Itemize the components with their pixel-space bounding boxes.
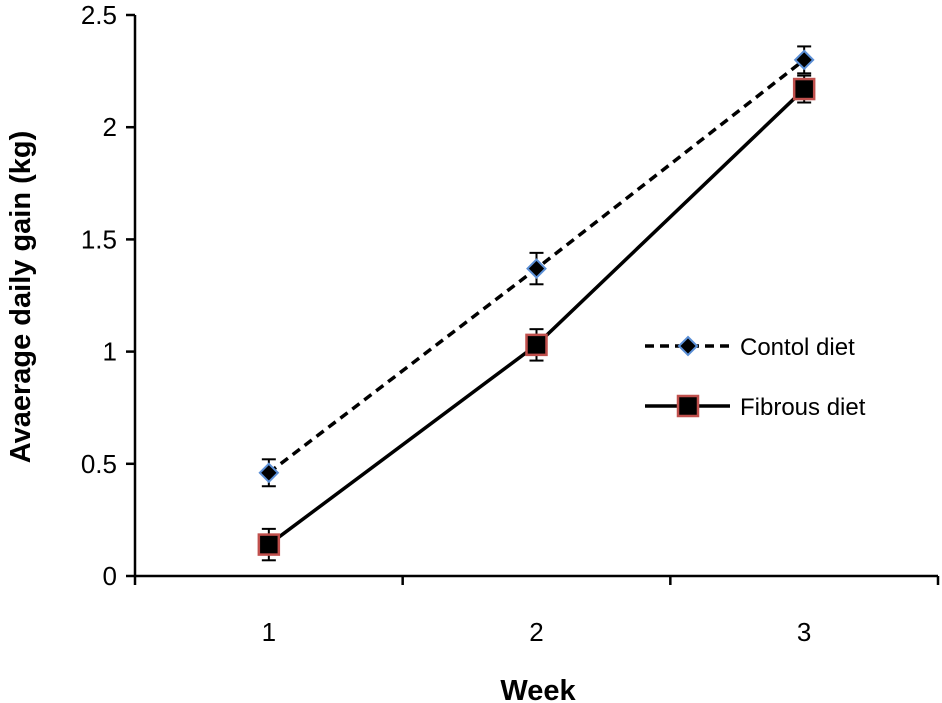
legend-label: Contol diet (740, 334, 855, 361)
x-tick-label: 2 (529, 617, 543, 647)
axes (133, 15, 938, 578)
data-point (793, 49, 815, 71)
legend-marker (676, 394, 700, 418)
data-point (526, 258, 547, 279)
y-tick-label: 2.5 (81, 0, 117, 30)
series-1 (258, 45, 815, 488)
legend: Contol diet Fibrous diet (645, 334, 866, 421)
x-axis-title: Week (500, 675, 576, 703)
y-tick-label: 1 (103, 337, 117, 367)
legend-item: Contol diet (645, 334, 855, 361)
data-point (792, 77, 816, 101)
y-axis-ticks: 0 0.5 1 1.5 2 2.5 (81, 0, 135, 591)
y-tick-label: 1.5 (81, 224, 117, 254)
legend-label: Fibrous diet (740, 394, 866, 421)
y-axis-title: Avaerage daily gain (kg) (5, 131, 37, 464)
x-tick-label: 3 (797, 617, 811, 647)
legend-item: Fibrous diet (645, 394, 866, 421)
x-tick-label: 1 (262, 617, 276, 647)
series-line (267, 87, 806, 546)
series-2 (257, 74, 816, 562)
y-tick-label: 0 (103, 561, 117, 591)
legend-marker (677, 335, 699, 357)
data-point (258, 462, 280, 484)
data-point (525, 333, 548, 357)
y-tick-label: 0.5 (81, 449, 117, 479)
data-point (257, 533, 281, 556)
series-layer (257, 45, 816, 562)
x-axis-ticks: 1 2 3 (133, 576, 940, 647)
y-tick-label: 2 (103, 112, 117, 142)
